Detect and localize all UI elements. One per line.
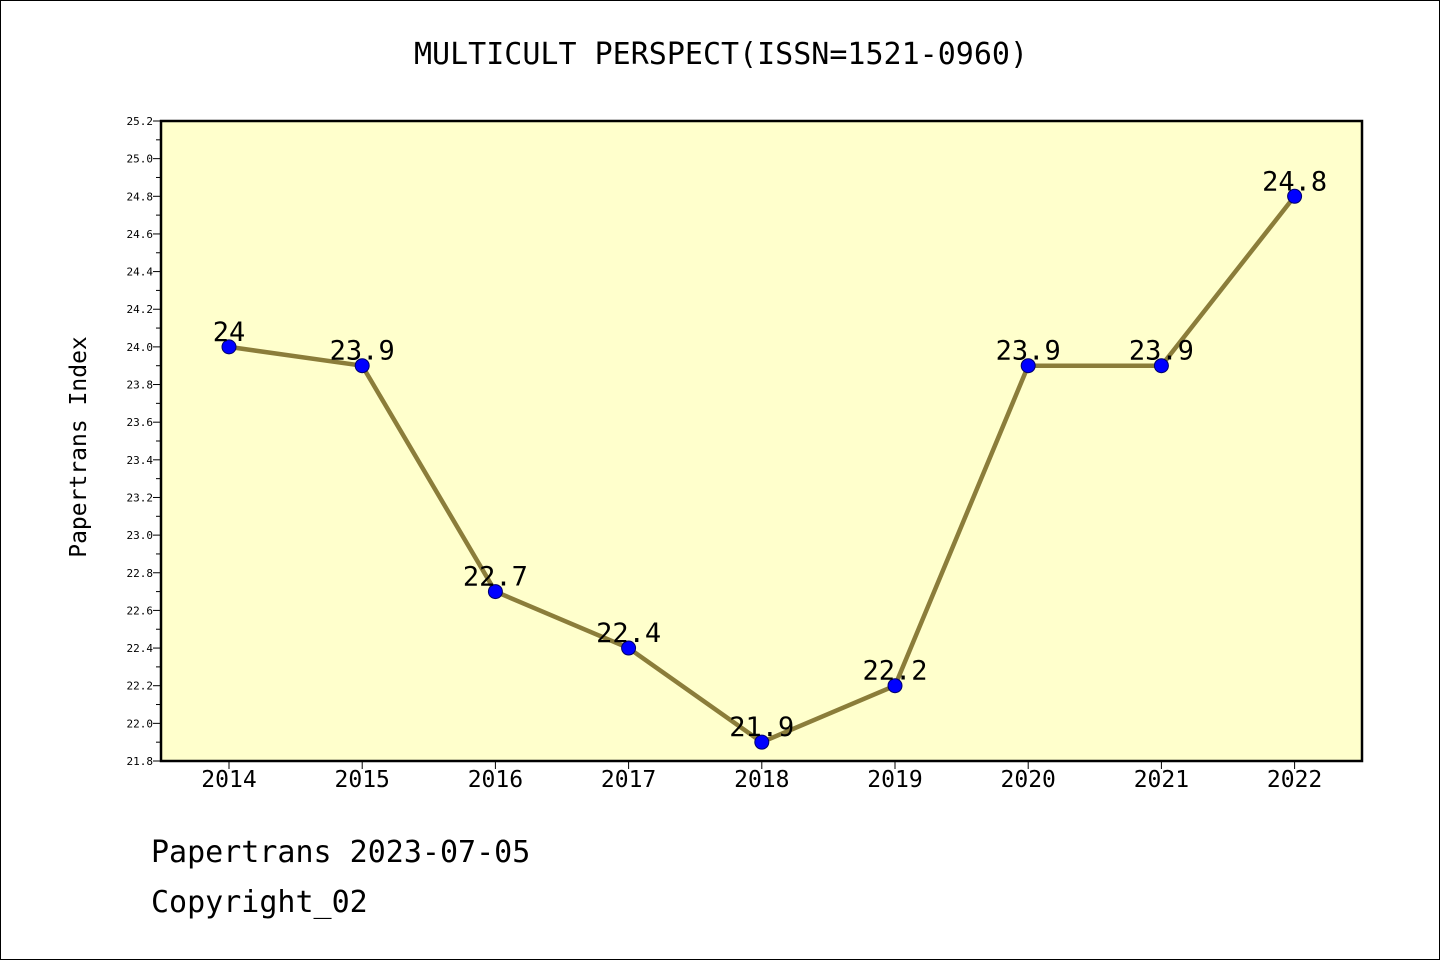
data-point xyxy=(1287,188,1303,204)
y-tick-label: 24.0 xyxy=(127,341,154,354)
plot-area xyxy=(159,119,1364,763)
data-point xyxy=(754,734,770,750)
y-tick-label: 23.4 xyxy=(127,454,154,467)
y-tick-label: 24.4 xyxy=(127,266,154,279)
y-tick-label: 25.2 xyxy=(127,115,154,128)
y-tick-label: 24.8 xyxy=(127,190,154,203)
data-label: 23.9 xyxy=(996,336,1061,367)
y-tick-label: 22.0 xyxy=(127,717,154,730)
y-tick-label: 22.6 xyxy=(127,604,154,617)
data-point xyxy=(1020,358,1036,374)
data-label: 23.9 xyxy=(330,336,395,367)
y-tick-label: 23.0 xyxy=(127,529,154,542)
data-point xyxy=(1153,358,1169,374)
x-tick-label: 2021 xyxy=(1134,767,1189,793)
data-point xyxy=(487,584,503,600)
data-label: 22.2 xyxy=(862,656,927,687)
y-tick-label: 22.2 xyxy=(127,680,154,693)
x-tick-label: 2022 xyxy=(1267,767,1322,793)
y-tick-label: 22.4 xyxy=(127,642,154,655)
data-label: 24 xyxy=(213,317,246,348)
data-label: 21.9 xyxy=(729,712,794,743)
y-tick-label: 24.6 xyxy=(127,228,154,241)
y-tick-label: 22.8 xyxy=(127,567,154,580)
chart-title: MULTICULT PERSPECT(ISSN=1521-0960) xyxy=(413,37,1029,72)
y-axis-label: Papertrans Index xyxy=(66,336,92,558)
x-tick-label: 2017 xyxy=(601,767,656,793)
x-tick-label: 2014 xyxy=(201,767,256,793)
x-tick-label: 2018 xyxy=(734,767,789,793)
data-label: 23.9 xyxy=(1129,336,1194,367)
y-tick-label: 23.2 xyxy=(127,491,154,504)
x-tick-label: 2020 xyxy=(1001,767,1056,793)
data-label: 24.8 xyxy=(1262,166,1327,197)
y-tick-label: 21.8 xyxy=(127,755,154,768)
data-point xyxy=(621,640,637,656)
y-tick-label: 23.8 xyxy=(127,379,154,392)
footer-copyright-text: Copyright_02 xyxy=(151,885,368,920)
data-point xyxy=(887,678,903,694)
data-point xyxy=(221,339,237,355)
data-point xyxy=(354,358,370,374)
y-tick-label: 23.6 xyxy=(127,416,154,429)
y-tick-label: 25.0 xyxy=(127,153,154,166)
x-tick-label: 2019 xyxy=(867,767,922,793)
x-tick-label: 2015 xyxy=(335,767,390,793)
data-label: 22.7 xyxy=(463,562,528,593)
y-tick-label: 24.2 xyxy=(127,303,154,316)
footer-date-text: Papertrans 2023-07-05 xyxy=(151,835,531,870)
x-tick-label: 2016 xyxy=(468,767,523,793)
data-label: 22.4 xyxy=(596,618,661,649)
